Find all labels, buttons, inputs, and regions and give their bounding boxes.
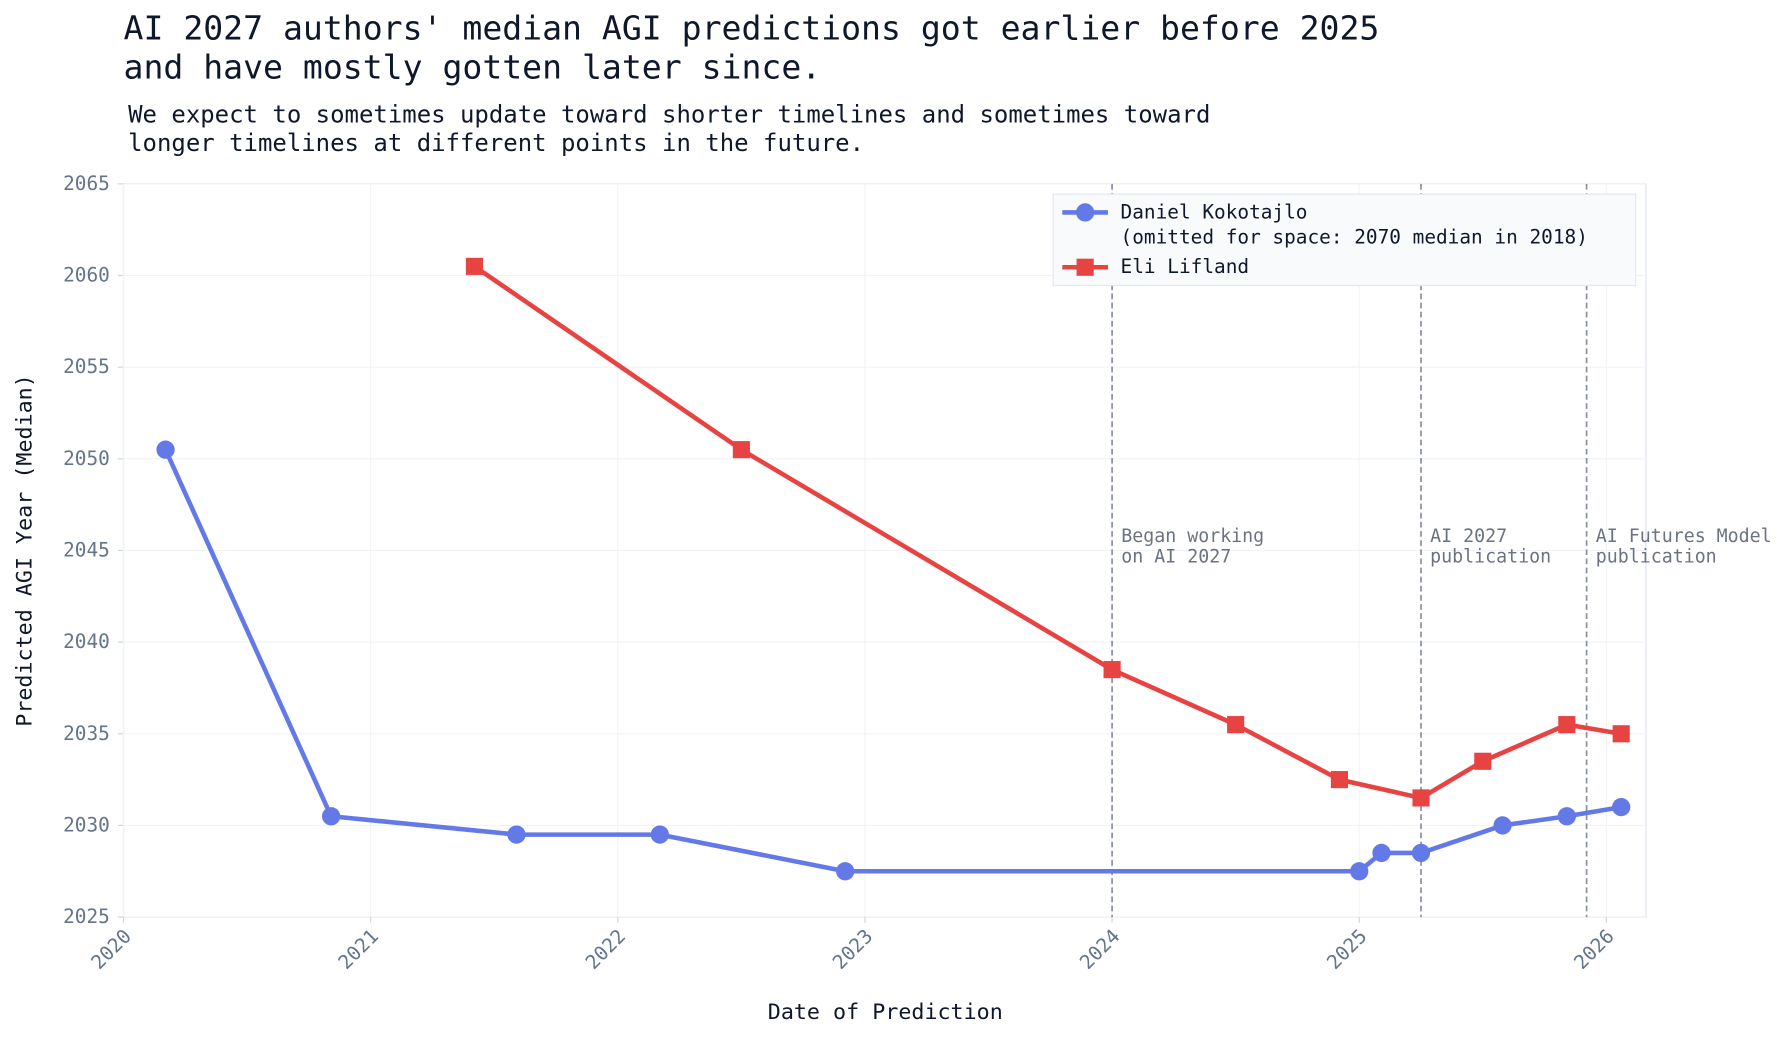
y-tick-label: 2040 [63, 630, 110, 653]
data-point [1411, 843, 1431, 863]
chart-subtitle: We expect to sometimes update toward sho… [128, 100, 1210, 157]
legend-label: Daniel Kokotajlo (omitted for space: 2070… [1121, 200, 1588, 248]
data-point [465, 257, 484, 275]
data-point [1493, 816, 1512, 835]
y-tick-label: 2060 [63, 263, 110, 286]
data-point [1103, 661, 1121, 679]
y-axis-label: Predicted AGI Year (Median) [12, 374, 37, 727]
data-point [1350, 862, 1369, 881]
chart-title: AI 2027 authors' median AGI predictions … [124, 8, 1380, 86]
x-tick-label: 2026 [1569, 924, 1618, 973]
x-tick-label: 2020 [86, 924, 135, 973]
data-point [732, 441, 750, 459]
x-tick-label: 2024 [1075, 924, 1124, 973]
data-point [1557, 807, 1576, 826]
data-point [507, 825, 526, 844]
y-tick-label: 2030 [63, 813, 110, 836]
event-label: Began working on AI 2027 [1121, 526, 1264, 568]
y-tick-label: 2065 [63, 171, 110, 194]
event-label: AI Futures Model publication [1596, 526, 1772, 568]
data-point [1330, 771, 1349, 789]
y-tick-label: 2055 [63, 355, 110, 378]
data-point [1558, 716, 1576, 734]
data-point [1227, 716, 1245, 734]
x-tick-label: 2025 [1322, 924, 1371, 973]
x-axis-label: Date of Prediction [768, 1000, 1003, 1025]
legend-box [1052, 193, 1637, 287]
data-point [1612, 725, 1630, 743]
y-tick-label: 2050 [63, 446, 110, 469]
data-point [1372, 843, 1391, 863]
series-line [163, 448, 1622, 874]
x-tick-label: 2022 [580, 924, 629, 973]
y-tick-label: 2045 [63, 538, 110, 561]
legend-marker [1076, 203, 1095, 222]
data-point [321, 807, 341, 826]
data-point [1474, 752, 1492, 770]
data-point [650, 825, 669, 844]
x-tick-label: 2023 [828, 924, 877, 973]
data-point [1612, 797, 1631, 817]
y-tick-label: 2035 [63, 721, 110, 744]
legend-label: Eli Lifland [1121, 255, 1250, 278]
data-point [156, 440, 175, 459]
x-tick-label: 2021 [333, 924, 382, 973]
data-point [1412, 789, 1430, 807]
y-tick-label: 2025 [63, 905, 110, 928]
data-point [836, 862, 855, 881]
event-label: AI 2027 publication [1430, 526, 1551, 568]
legend-marker [1076, 258, 1094, 276]
